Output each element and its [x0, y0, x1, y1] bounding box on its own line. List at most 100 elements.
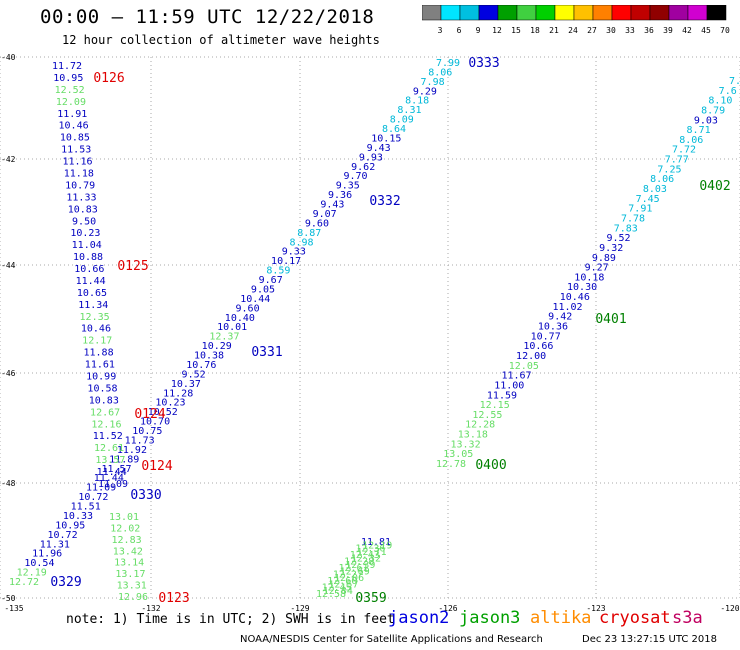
wave-height-value: 12.35 [80, 312, 110, 323]
wave-height-value: 7.83 [614, 223, 638, 234]
wave-height-value: 10.29 [202, 341, 232, 352]
wave-height-value: 10.40 [225, 313, 255, 324]
wave-height-value: 11.02 [552, 302, 582, 313]
wave-height-value: 10.66 [523, 341, 553, 352]
wave-height-value: 8.79 [701, 105, 725, 116]
wave-height-value: 11.57 [101, 464, 131, 475]
wave-height-value: 10.37 [171, 379, 201, 390]
pass-label: 0332 [369, 194, 400, 209]
wave-height-value: 12.45 [322, 583, 352, 594]
wave-height-value: 10.72 [78, 492, 108, 503]
wave-height-value: 7. [729, 76, 740, 87]
wave-height-value: 9.93 [359, 152, 383, 163]
wave-height-value: 12.09 [56, 97, 86, 108]
wave-height-value: 11.72 [52, 61, 82, 72]
wave-height-value: 9.67 [259, 275, 283, 286]
pass-label: 0124 [134, 407, 165, 422]
pass-label: 0329 [50, 575, 81, 590]
wave-height-value: 12.37 [209, 332, 239, 343]
wave-height-value: 8.10 [708, 96, 732, 107]
colorbar-label: 30 [606, 26, 616, 35]
wave-height-value: 12.84 [323, 586, 353, 597]
wave-height-value: 9.60 [305, 218, 329, 229]
wave-height-value: 12.72 [9, 577, 39, 588]
wave-height-value: 11.34 [78, 300, 108, 311]
wave-height-value: 9.27 [585, 263, 609, 274]
wave-height-value: 10.58 [87, 383, 117, 394]
wave-height-value: 10.46 [560, 292, 590, 303]
wave-height-value: 10.79 [65, 180, 95, 191]
wave-height-value: 10.33 [63, 511, 93, 522]
wave-height-value: 10.83 [89, 395, 119, 406]
wave-height-value: 12.57 [328, 579, 358, 590]
pass-label: 0123 [158, 591, 189, 606]
wave-height-value: 9.43 [367, 143, 391, 154]
wave-height-value: 12.05 [509, 361, 539, 372]
wave-height-value: 12.16 [91, 419, 121, 430]
wave-height-value: 7.77 [665, 155, 689, 166]
footer-timestamp: Dec 23 13:27:15 UTC 2018 [582, 634, 717, 645]
wave-height-value: 7.99 [436, 58, 460, 69]
wave-height-value: 9.03 [694, 115, 718, 126]
colorbar-swatch [706, 5, 727, 21]
wave-height-value: 13.05 [443, 449, 473, 460]
wave-height-value: 11.51 [71, 502, 101, 513]
pass-label: 0124 [141, 459, 172, 474]
wave-height-value: 11.96 [32, 549, 62, 560]
wave-height-value: 12.39 [345, 560, 375, 571]
wave-height-value: 9.43 [320, 200, 344, 211]
wave-height-value: 9.70 [343, 171, 367, 182]
wave-height-value: 9.50 [72, 216, 96, 227]
legend-altika: altika [530, 608, 592, 628]
wave-height-value: 10.99 [86, 372, 116, 383]
wave-height-value: 10.44 [240, 294, 270, 305]
colorbar-label: 21 [549, 26, 559, 35]
wave-height-value: 9.89 [592, 253, 616, 264]
wave-height-value: 10.30 [567, 282, 597, 293]
wave-height-value: 12.28 [344, 557, 374, 568]
wave-height-value: 10.01 [217, 322, 247, 333]
pass-label: 0400 [475, 458, 506, 473]
wave-height-value: 12.43 [350, 550, 380, 561]
colorbar-label: 39 [663, 26, 673, 35]
lon-axis-label: -129 [290, 604, 309, 612]
wave-height-value: 11.53 [61, 145, 91, 156]
wave-height-value: 11.33 [66, 192, 96, 203]
wave-height-value: 8.09 [390, 115, 414, 126]
wave-height-value: 10.85 [60, 133, 90, 144]
wave-height-value: 12.78 [436, 459, 466, 470]
wave-height-value: 12.60 [327, 576, 357, 587]
wave-height-value: 11.16 [62, 157, 92, 168]
pass-label: 0402 [699, 179, 730, 194]
wave-height-value: 10.15 [371, 133, 401, 144]
pass-label: 0331 [251, 345, 282, 360]
wave-height-value: 9.52 [606, 233, 630, 244]
pass-label: 0359 [355, 591, 386, 606]
wave-height-value: 11.67 [501, 371, 531, 382]
wave-height-value: 12.17 [82, 336, 112, 347]
wave-height-value: 11.44 [76, 276, 106, 287]
wave-height-value: 12.61 [94, 443, 124, 454]
wave-height-value: 12.69 [340, 566, 370, 577]
wave-height-value: 8.06 [428, 67, 452, 78]
legend-cryosat: cryosat [599, 608, 671, 628]
wave-height-value: 8.64 [382, 124, 406, 135]
wave-height-value: 12.27 [333, 570, 363, 581]
colorbar-label: 12 [492, 26, 502, 35]
lat-axis-label: -50 [1, 594, 16, 603]
wave-height-value: 12.52 [55, 85, 85, 96]
wave-height-value: 10.23 [155, 398, 185, 409]
wave-height-value: 12.61 [338, 563, 368, 574]
wave-height-value: 12.28 [465, 420, 495, 431]
colorbar-label: 27 [587, 26, 597, 35]
colorbar-label: 42 [682, 26, 692, 35]
wave-height-value: 10.38 [194, 351, 224, 362]
colorbar-label: 6 [457, 26, 462, 35]
wave-height-value: 13.18 [458, 430, 488, 441]
lat-axis-label: -46 [1, 369, 16, 378]
map-subtitle: 12 hour collection of altimeter wave hei… [62, 33, 380, 47]
wave-height-value: 12.96 [118, 592, 148, 603]
wave-height-value: 10.75 [132, 426, 162, 437]
wave-height-value: 7.78 [621, 213, 645, 224]
